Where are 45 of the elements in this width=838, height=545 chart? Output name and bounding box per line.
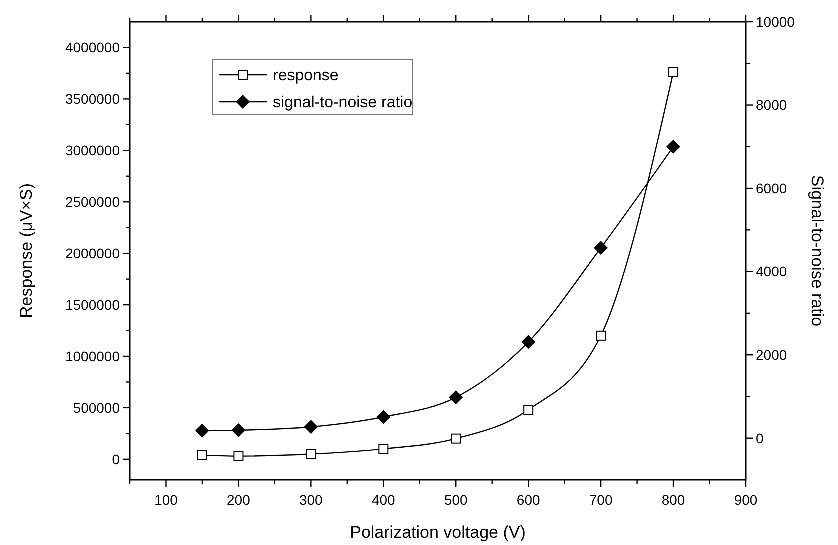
y2-tick-label: 0 <box>756 430 764 446</box>
point <box>378 444 389 454</box>
y2-tick-label: 8000 <box>756 97 788 114</box>
y-axis-title: Response (μV×S) <box>17 184 36 318</box>
y-tick-label: 1500000 <box>65 296 120 313</box>
y2-axis-title: Signal-to-noise ratio <box>808 175 827 327</box>
y-tick-label: 4000000 <box>65 40 120 56</box>
y-tick-label: 2000000 <box>65 245 120 262</box>
point <box>376 410 391 424</box>
point <box>449 390 464 405</box>
y-tick-label: 3000000 <box>65 142 120 159</box>
y2-tick-label: 4000 <box>756 264 788 280</box>
x-tick-label: 700 <box>589 492 613 508</box>
y2-tick-label: 10000 <box>756 14 796 30</box>
point <box>304 420 318 434</box>
point <box>596 330 606 341</box>
point <box>594 241 608 256</box>
x-tick-label: 400 <box>372 492 396 508</box>
x-axis-title: Polarization voltage (V) <box>350 523 526 542</box>
point <box>524 405 534 416</box>
y2-tick-label: 6000 <box>756 180 788 196</box>
x-tick-label: 800 <box>662 492 686 508</box>
point <box>195 424 210 438</box>
point <box>522 335 536 350</box>
y-tick-label: 1000000 <box>65 348 120 364</box>
y2-tick-label: 2000 <box>756 346 788 363</box>
point <box>668 67 679 78</box>
legend-label: response <box>273 68 339 85</box>
x-tick-label: 600 <box>516 492 540 508</box>
x-tick-label: 300 <box>299 492 324 508</box>
point <box>451 434 462 444</box>
y-tick-label: 2500000 <box>65 194 120 210</box>
y-tick-label: 3500000 <box>65 91 120 108</box>
x-tick-label: 200 <box>227 492 251 508</box>
point <box>234 451 244 462</box>
point <box>197 450 208 460</box>
point <box>666 140 681 154</box>
x-tick-label: 100 <box>154 492 178 508</box>
point <box>306 449 316 460</box>
y-tick-label: 500000 <box>73 400 120 416</box>
x-tick-label: 500 <box>444 492 468 508</box>
point <box>232 423 246 438</box>
y-tick-label: 0 <box>112 451 120 468</box>
legend-label: signal-to-noise ratio <box>273 94 413 112</box>
x-tick-label: 900 <box>734 492 758 508</box>
